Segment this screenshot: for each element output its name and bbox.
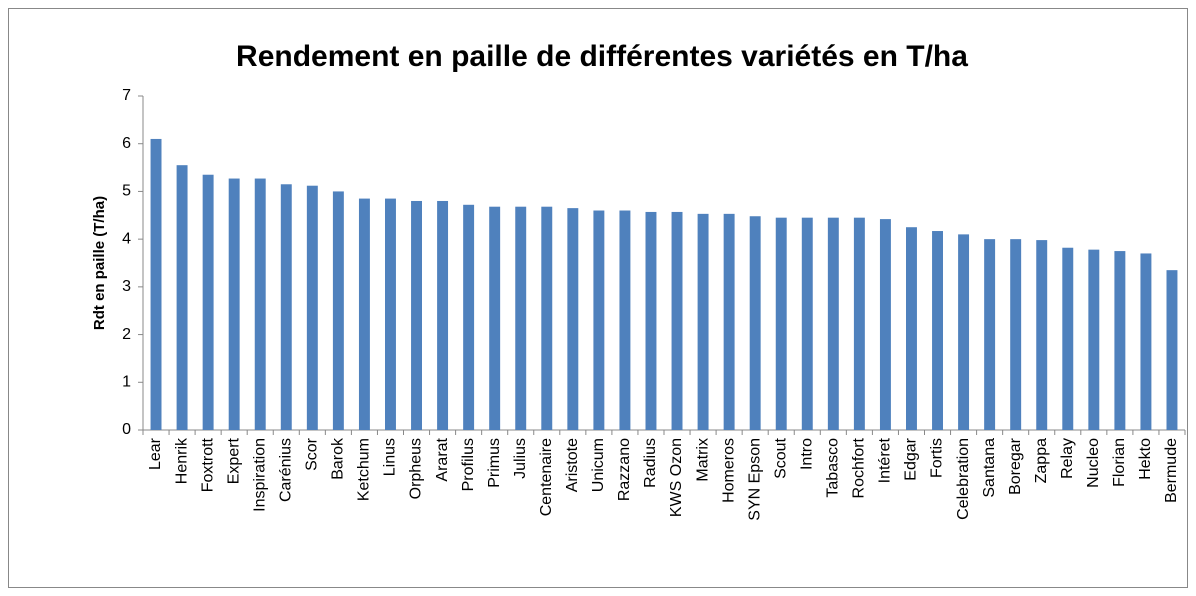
bar xyxy=(801,217,813,430)
x-tick-label: Fortis xyxy=(929,438,946,478)
x-tick-label: Barok xyxy=(330,437,347,480)
x-tick-label: Hekto xyxy=(1137,438,1154,480)
bar xyxy=(411,200,422,430)
x-tick-label: Primus xyxy=(486,438,503,488)
bar xyxy=(879,219,891,430)
bar xyxy=(176,165,188,430)
x-tick-label: Homeros xyxy=(720,438,737,503)
x-tick-label: Lear xyxy=(147,437,164,470)
x-tick-label: Intéret xyxy=(877,437,894,483)
bar xyxy=(332,191,344,430)
bar xyxy=(463,204,475,430)
y-tick-label: 4 xyxy=(122,230,131,247)
x-tick-label: Rochfort xyxy=(851,437,868,498)
x-tick-label: Intro xyxy=(798,438,815,470)
bar xyxy=(697,213,709,430)
x-tick-label: Scout xyxy=(772,437,789,478)
x-tick-label: Matrix xyxy=(694,438,711,482)
bar xyxy=(958,234,970,430)
bar xyxy=(906,227,917,430)
x-tick-label: Celebration xyxy=(955,438,972,520)
bar xyxy=(150,138,162,430)
bar xyxy=(385,198,396,430)
y-tick-label: 7 xyxy=(122,87,131,104)
y-tick-label: 1 xyxy=(122,374,131,391)
x-tick-label: Carénius xyxy=(277,438,294,502)
x-tick-label: Profilus xyxy=(460,438,477,491)
bar xyxy=(775,217,787,430)
x-tick-label: Ketchum xyxy=(356,438,373,501)
bar xyxy=(619,210,631,430)
bar xyxy=(202,174,214,430)
bar xyxy=(1062,247,1074,430)
x-tick-label: Radius xyxy=(642,438,659,488)
y-tick-label: 6 xyxy=(122,135,131,152)
x-tick-label: KWS Ozon xyxy=(668,438,685,517)
y-tick-label: 0 xyxy=(122,421,131,438)
x-tick-label: SYN Epson xyxy=(746,438,763,521)
bar xyxy=(1036,240,1048,430)
x-tick-label: Aristote xyxy=(564,438,581,492)
x-tick-label: Expert xyxy=(225,437,242,484)
bar xyxy=(1166,270,1178,430)
bar xyxy=(254,178,266,430)
bar xyxy=(489,206,501,430)
bar xyxy=(437,200,449,430)
x-tick-label: Inspiration xyxy=(251,438,268,512)
bar xyxy=(932,231,943,430)
x-tick-label: Henrik xyxy=(173,437,190,484)
bar xyxy=(827,217,839,430)
x-tick-label: Centenaire xyxy=(538,438,555,516)
bar xyxy=(358,198,370,430)
x-tick-label: Zappa xyxy=(1033,438,1050,483)
x-tick-label: Foxtrott xyxy=(199,437,216,492)
bar xyxy=(280,184,292,430)
bar xyxy=(1140,253,1152,430)
x-tick-label: Orpheus xyxy=(408,438,425,499)
x-tick-label: Bermude xyxy=(1163,438,1180,503)
x-tick-label: Julius xyxy=(512,438,529,479)
bar xyxy=(228,178,240,430)
x-tick-label: Unicum xyxy=(590,438,607,492)
bar xyxy=(645,211,657,430)
bar xyxy=(749,216,761,430)
bar xyxy=(853,217,865,430)
bar xyxy=(593,210,605,430)
x-tick-label: Florian xyxy=(1111,438,1128,487)
x-tick-label: Tabasco xyxy=(825,438,842,498)
y-axis-label: Rdt en paille (T/ha) xyxy=(91,196,108,330)
bar xyxy=(984,239,996,430)
bar xyxy=(567,208,579,430)
y-tick-label: 3 xyxy=(122,278,131,295)
bar xyxy=(515,206,527,430)
bar xyxy=(306,185,318,430)
x-tick-label: Razzano xyxy=(616,438,633,501)
y-tick-label: 5 xyxy=(122,183,131,200)
x-tick-label: Relay xyxy=(1059,438,1076,479)
y-tick-label: 2 xyxy=(122,326,131,343)
x-tick-label: Scor xyxy=(304,437,321,471)
x-tick-label: Edgar xyxy=(903,437,920,480)
x-tick-label: Boregar xyxy=(1007,437,1024,495)
x-tick-label: Santana xyxy=(981,438,998,498)
bar xyxy=(1010,239,1022,430)
chart-title: Rendement en paille de différentes varié… xyxy=(236,40,968,73)
x-tick-label: Linus xyxy=(382,438,399,476)
x-tick-label: Nucleo xyxy=(1085,438,1102,488)
bar xyxy=(671,211,683,430)
bar xyxy=(1088,249,1100,430)
x-tick-label: Ararat xyxy=(434,437,451,481)
bar xyxy=(1114,251,1126,430)
bar xyxy=(541,206,553,430)
bar xyxy=(723,213,735,430)
